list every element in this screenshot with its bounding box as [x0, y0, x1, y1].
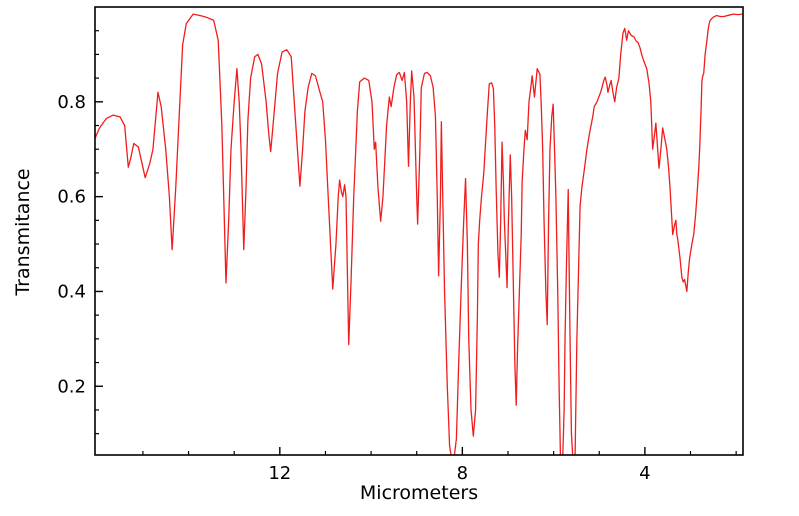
x-tick-label: 12 — [268, 463, 291, 484]
y-tick-label: 0.2 — [57, 376, 86, 397]
x-tick-label: 4 — [639, 463, 650, 484]
y-axis-label: Transmitance — [12, 168, 34, 296]
spectrum-line — [95, 13, 743, 455]
y-tick-label: 0.6 — [57, 187, 86, 208]
spectrum-line-group — [95, 13, 743, 455]
plot-frame — [94, 6, 744, 456]
plot-frame-rect — [94, 6, 744, 456]
x-axis-label: Micrometers — [359, 482, 479, 504]
y-tick-label: 0.8 — [57, 92, 86, 113]
axis-tick-labels: 12 8 4 0.2 0.4 0.6 0.8 — [57, 92, 650, 484]
x-tick-label: 8 — [457, 463, 468, 484]
y-tick-label: 0.4 — [57, 281, 86, 302]
axis-ticks — [95, 30, 737, 455]
